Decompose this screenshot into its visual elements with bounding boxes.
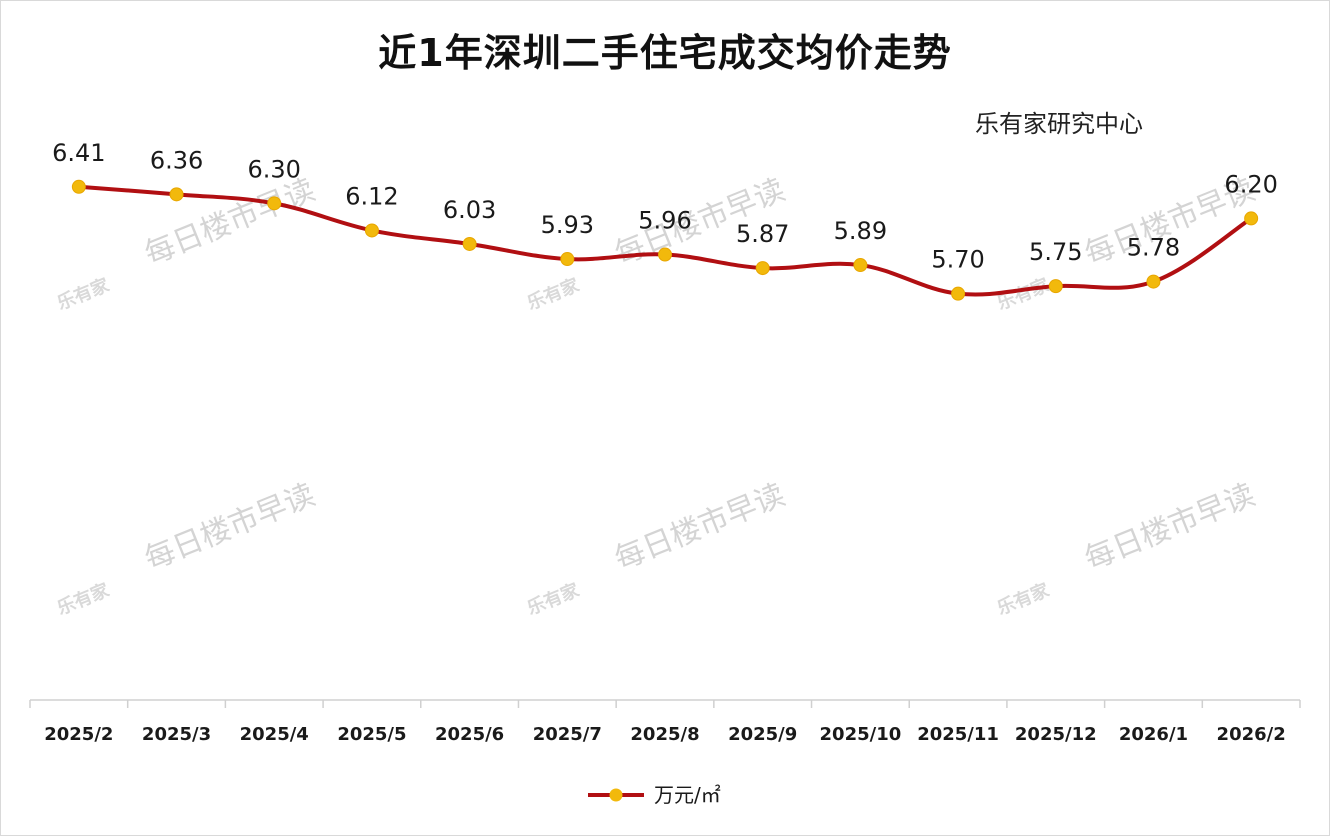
data-label: 6.41 xyxy=(52,139,105,167)
watermark-text: 每日楼市早读 xyxy=(140,478,320,578)
data-point xyxy=(1048,279,1063,294)
watermark-logo: 乐有家 xyxy=(54,579,113,620)
x-tick-label: 2025/6 xyxy=(435,724,504,745)
watermark-logo: 乐有家 xyxy=(524,274,583,315)
watermark-text: 每日楼市早读 xyxy=(610,478,790,578)
data-label: 5.75 xyxy=(1029,238,1082,266)
data-point xyxy=(364,223,379,238)
data-point xyxy=(755,261,770,276)
data-point xyxy=(462,236,477,251)
chart-title: 近1年深圳二手住宅成交均价走势 xyxy=(378,31,952,75)
x-tick-label: 2025/2 xyxy=(44,724,113,745)
x-tick-label: 2026/2 xyxy=(1217,724,1286,745)
x-tick-label: 2025/10 xyxy=(820,724,902,745)
data-point xyxy=(853,258,868,273)
source-label: 乐有家研究中心 xyxy=(975,110,1143,138)
data-labels: 6.41 6.36 6.30 6.12 6.03 5.93 5.96 5.87 5.89 5.70… xyxy=(52,139,1278,274)
data-label: 6.20 xyxy=(1224,170,1277,198)
x-tick-label: 2025/8 xyxy=(630,724,699,745)
data-label: 5.87 xyxy=(736,220,789,248)
watermark-text: 每日楼市早读 xyxy=(140,173,320,273)
legend-label: 万元/㎡ xyxy=(654,783,721,807)
x-tick-label: 2025/3 xyxy=(142,724,211,745)
watermark-text: 每日楼市早读 xyxy=(1080,478,1260,578)
data-point xyxy=(71,179,86,194)
data-point xyxy=(169,187,184,202)
legend-marker-swatch xyxy=(609,788,623,802)
data-point xyxy=(1244,211,1259,226)
x-axis-tick-labels: 2025/2 2025/3 2025/4 2025/5 2025/6 2025/7 2025… xyxy=(44,724,1286,745)
watermark-logo: 乐有家 xyxy=(994,579,1053,620)
legend: 万元/㎡ xyxy=(588,783,721,807)
x-tick-label: 2025/9 xyxy=(728,724,797,745)
x-tick-label: 2025/7 xyxy=(533,724,602,745)
data-label: 6.30 xyxy=(248,155,301,183)
data-point xyxy=(560,252,575,267)
x-tick-label: 2026/1 xyxy=(1119,724,1188,745)
x-tick-label: 2025/4 xyxy=(240,724,309,745)
x-axis-ticks xyxy=(29,700,1301,708)
data-label: 6.03 xyxy=(443,196,496,224)
series-markers xyxy=(71,179,1259,301)
watermark-logo: 乐有家 xyxy=(524,579,583,620)
data-label: 5.96 xyxy=(638,207,691,235)
data-point xyxy=(267,196,282,211)
data-label: 5.89 xyxy=(834,217,887,245)
data-label: 6.36 xyxy=(150,146,203,174)
watermark-logo: 乐有家 xyxy=(54,274,113,315)
data-label: 5.70 xyxy=(931,246,984,274)
x-tick-label: 2025/11 xyxy=(917,724,999,745)
x-tick-label: 2025/5 xyxy=(337,724,406,745)
data-label: 5.78 xyxy=(1127,234,1180,262)
data-label: 5.93 xyxy=(541,211,594,239)
data-point xyxy=(658,247,672,262)
data-point xyxy=(1146,274,1161,289)
x-tick-label: 2025/12 xyxy=(1015,724,1097,745)
data-label: 6.12 xyxy=(345,182,398,210)
data-point xyxy=(951,286,966,301)
